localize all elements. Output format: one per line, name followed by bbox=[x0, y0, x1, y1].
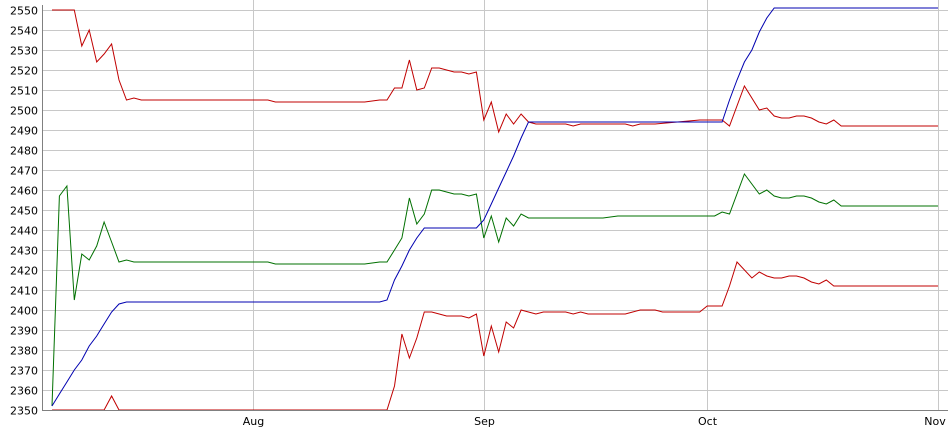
y-tick-label: 2490 bbox=[10, 125, 38, 138]
x-tick-label: Nov bbox=[924, 415, 946, 428]
series-line-1 bbox=[52, 9, 938, 134]
gridlines bbox=[42, 0, 948, 411]
y-tick-label: 2420 bbox=[10, 265, 38, 278]
y-tick-label: 2540 bbox=[10, 25, 38, 38]
y-tick-label: 2520 bbox=[10, 65, 38, 78]
series-line-2 bbox=[51, 172, 938, 407]
x-axis-ticks: Aug Sep Oct Nov bbox=[243, 415, 946, 428]
y-tick-label: 2440 bbox=[10, 225, 38, 238]
y-tick-label: 2470 bbox=[10, 165, 38, 178]
x-tick-label: Sep bbox=[474, 415, 495, 428]
y-tick-label: 2370 bbox=[10, 365, 38, 378]
y-tick-label: 2460 bbox=[10, 185, 38, 198]
y-tick-label: 2400 bbox=[10, 305, 38, 318]
y-tick-label: 2430 bbox=[10, 245, 38, 258]
y-tick-label: 2360 bbox=[10, 385, 38, 398]
series-layer bbox=[51, 7, 938, 411]
y-tick-label: 2410 bbox=[10, 285, 38, 298]
x-tick-label: Oct bbox=[698, 415, 718, 428]
y-tick-label: 2500 bbox=[10, 105, 38, 118]
y-tick-label: 2390 bbox=[10, 325, 38, 338]
y-axis-ticks: 2350 2360 2370 2380 2390 2400 2410 2420 2430 2440… bbox=[10, 5, 38, 418]
y-tick-label: 2350 bbox=[10, 405, 38, 418]
series-line-3 bbox=[52, 261, 938, 411]
y-tick-label: 2510 bbox=[10, 85, 38, 98]
y-tick-label: 2530 bbox=[10, 45, 38, 58]
x-tick-label: Aug bbox=[243, 415, 264, 428]
series-line-4 bbox=[51, 7, 938, 407]
y-tick-label: 2480 bbox=[10, 145, 38, 158]
y-tick-label: 2380 bbox=[10, 345, 38, 358]
y-tick-label: 2450 bbox=[10, 205, 38, 218]
y-tick-label: 2550 bbox=[10, 5, 38, 18]
